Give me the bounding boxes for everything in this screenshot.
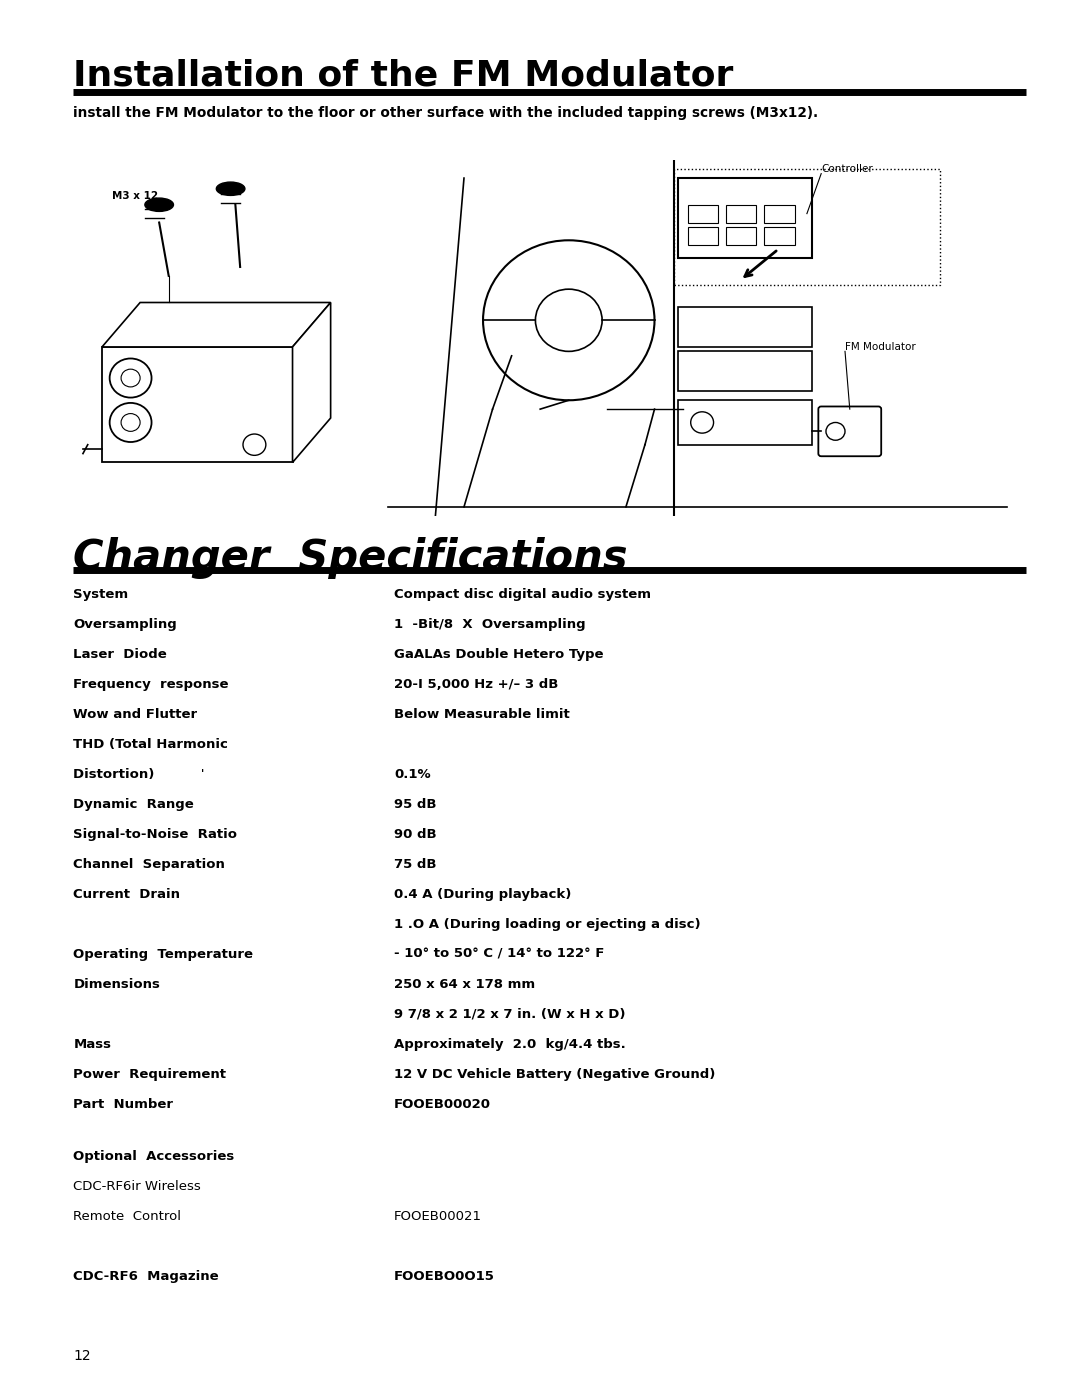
Text: 90 dB: 90 dB [394,828,436,841]
Ellipse shape [216,183,245,195]
Text: CDC-RF6ir Wireless: CDC-RF6ir Wireless [73,1179,201,1193]
Ellipse shape [145,198,174,212]
Text: GaALAs Double Hetero Type: GaALAs Double Hetero Type [394,648,604,661]
Text: FOOEBO0O15: FOOEBO0O15 [394,1270,495,1282]
Text: Laser  Diode: Laser Diode [73,648,167,661]
Text: THD (Total Harmonic: THD (Total Harmonic [73,739,228,751]
Text: 1  -Bit/8  X  Oversampling: 1 -Bit/8 X Oversampling [394,619,585,631]
Text: install the FM Modulator to the floor or other surface with the included tapping: install the FM Modulator to the floor or… [73,106,819,120]
Text: Remote  Control: Remote Control [73,1210,181,1223]
Text: 95 dB: 95 dB [394,797,436,811]
Text: Changer  Specifications: Changer Specifications [73,537,627,579]
FancyBboxPatch shape [678,351,812,392]
Text: Optional  Accessories: Optional Accessories [73,1150,234,1163]
Text: Wow and Flutter: Wow and Flutter [73,708,198,721]
Bar [764,227,795,245]
Bar [688,205,718,223]
Bar [764,205,795,223]
Text: Dynamic  Range: Dynamic Range [73,797,194,811]
Text: 0.4 A (During playback): 0.4 A (During playback) [394,888,571,901]
Text: Signal-to-Noise  Ratio: Signal-to-Noise Ratio [73,828,238,841]
Text: FOOEB00021: FOOEB00021 [394,1210,482,1223]
Text: 12 V DC Vehicle Battery (Negative Ground): 12 V DC Vehicle Battery (Negative Ground… [394,1068,716,1080]
Bar [726,227,756,245]
Text: Approximately  2.0  kg/4.4 tbs.: Approximately 2.0 kg/4.4 tbs. [394,1037,626,1051]
Text: Compact disc digital audio system: Compact disc digital audio system [394,588,651,601]
Text: 20-I 5,000 Hz +/– 3 dB: 20-I 5,000 Hz +/– 3 dB [394,679,558,691]
Text: Channel  Separation: Channel Separation [73,859,226,871]
Bar [688,227,718,245]
Text: 0.1%: 0.1% [394,768,431,781]
Text: 250 x 64 x 178 mm: 250 x 64 x 178 mm [394,979,536,991]
Text: Installation of the FM Modulator: Installation of the FM Modulator [73,59,733,92]
Text: Current  Drain: Current Drain [73,888,180,901]
Text: - 10° to 50° C / 14° to 122° F: - 10° to 50° C / 14° to 122° F [394,948,605,960]
Text: 9 7/8 x 2 1/2 x 7 in. (W x H x D): 9 7/8 x 2 1/2 x 7 in. (W x H x D) [394,1008,625,1020]
Bar [726,205,756,223]
Text: System: System [73,588,129,601]
FancyBboxPatch shape [102,347,293,463]
Polygon shape [102,302,330,347]
FancyBboxPatch shape [678,400,812,445]
Text: Oversampling: Oversampling [73,619,177,631]
Text: 75 dB: 75 dB [394,859,436,871]
FancyBboxPatch shape [678,307,812,347]
Text: Distortion)          ˈ: Distortion) ˈ [73,768,205,781]
Polygon shape [293,302,330,463]
Text: Dimensions: Dimensions [73,979,160,991]
Text: Operating  Temperature: Operating Temperature [73,948,254,960]
Text: 12: 12 [73,1349,91,1363]
Text: Controller: Controller [821,164,873,174]
FancyBboxPatch shape [819,407,881,456]
Text: CDC-RF6  Magazine: CDC-RF6 Magazine [73,1270,219,1282]
Text: Frequency  response: Frequency response [73,679,229,691]
Text: Mass: Mass [73,1037,111,1051]
Text: FOOEB00020: FOOEB00020 [394,1098,491,1111]
Text: M3 x 12: M3 x 12 [111,191,158,201]
Text: FM Modulator: FM Modulator [845,342,916,351]
Text: Below Measurable limit: Below Measurable limit [394,708,570,721]
Text: Part  Number: Part Number [73,1098,174,1111]
Text: 1 .O A (During loading or ejecting a disc): 1 .O A (During loading or ejecting a dis… [394,919,701,931]
Text: Power  Requirement: Power Requirement [73,1068,227,1080]
Bar [674,169,941,284]
FancyBboxPatch shape [678,178,812,258]
